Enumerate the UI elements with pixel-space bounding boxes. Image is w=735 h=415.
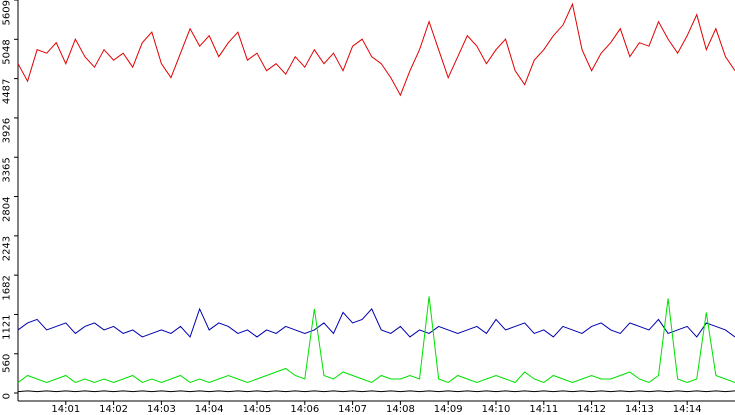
y-tick-label: 4487 (1, 79, 12, 104)
y-tick-label: 0 (1, 393, 12, 399)
x-tick-label: 14:08 (386, 404, 415, 415)
x-tick-label: 14:11 (529, 404, 558, 415)
x-tick-label: 14:09 (434, 404, 463, 415)
y-tick-label: 5609 (1, 0, 12, 25)
y-tick-label: 1682 (1, 275, 12, 300)
x-tick-label: 14:10 (482, 404, 511, 415)
y-tick-label: 3365 (1, 157, 12, 182)
series-line (17, 307, 735, 338)
x-tick-label: 14:12 (577, 404, 606, 415)
y-tick-label: 5048 (1, 39, 12, 64)
x-tick-label: 14:01 (51, 404, 80, 415)
x-tick-label: 14:03 (147, 404, 176, 415)
x-tick-label: 14:02 (99, 404, 128, 415)
y-tick-label: 2243 (1, 236, 12, 261)
y-tick-label: 2804 (1, 197, 12, 222)
x-tick-label: 14:05 (243, 404, 272, 415)
x-tick-label: 14:14 (673, 404, 702, 415)
x-tick-label: 14:07 (338, 404, 367, 415)
x-tick-label: 14:13 (625, 404, 654, 415)
y-tick-label: 560 (1, 354, 12, 373)
x-tick-label: 14:06 (290, 404, 319, 415)
series-line (17, 2, 735, 97)
y-tick-label: 1121 (1, 314, 12, 339)
y-tick-label: 3926 (1, 118, 12, 143)
series-line (17, 296, 735, 384)
series-line (17, 390, 735, 393)
x-tick-label: 14:04 (195, 404, 224, 415)
